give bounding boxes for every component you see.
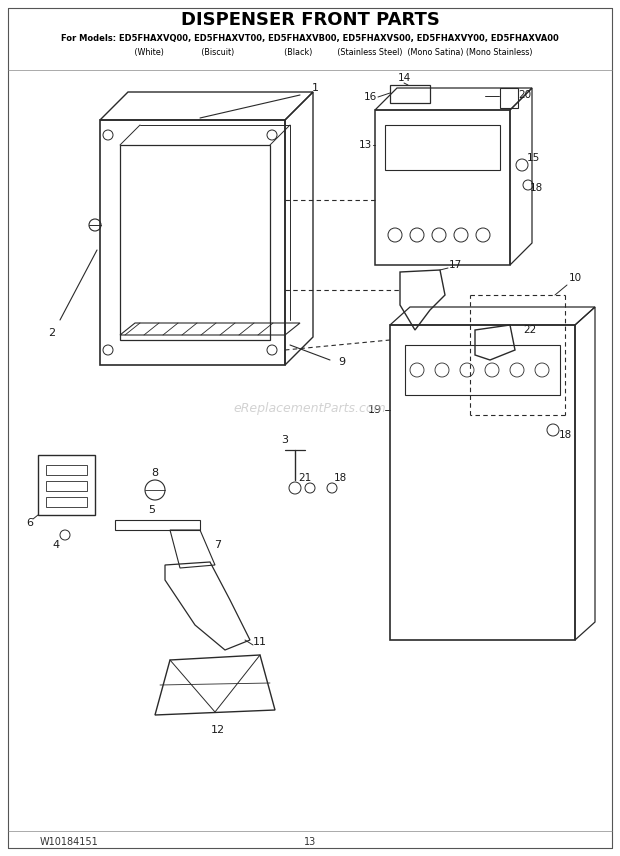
- Text: 10: 10: [569, 273, 582, 283]
- Text: 6: 6: [27, 518, 33, 528]
- Text: 22: 22: [523, 325, 537, 335]
- Text: 15: 15: [526, 153, 539, 163]
- Text: 18: 18: [334, 473, 347, 483]
- Text: 18: 18: [559, 430, 572, 440]
- Text: 4: 4: [53, 540, 60, 550]
- Text: 12: 12: [211, 725, 225, 735]
- Text: 3: 3: [281, 435, 288, 445]
- Text: 9: 9: [339, 357, 345, 367]
- Text: (White)               (Biscuit)                    (Black)          (Stainless S: (White) (Biscuit) (Black) (Stainless S: [87, 47, 533, 56]
- Text: 13: 13: [304, 837, 316, 847]
- Text: 1: 1: [311, 83, 319, 93]
- Text: 20: 20: [518, 90, 531, 100]
- Text: 5: 5: [149, 505, 156, 515]
- Text: 16: 16: [363, 92, 376, 102]
- Text: 17: 17: [448, 260, 462, 270]
- Text: 2: 2: [48, 328, 56, 338]
- Text: 7: 7: [215, 540, 221, 550]
- Text: W10184151: W10184151: [40, 837, 99, 847]
- Text: 8: 8: [151, 468, 159, 478]
- Text: 21: 21: [298, 473, 312, 483]
- Text: 19: 19: [368, 405, 382, 415]
- Text: DISPENSER FRONT PARTS: DISPENSER FRONT PARTS: [180, 11, 440, 29]
- Text: 18: 18: [529, 183, 542, 193]
- Text: eReplacementParts.com: eReplacementParts.com: [234, 401, 386, 414]
- Text: For Models: ED5FHAXVQ00, ED5FHAXVT00, ED5FHAXVB00, ED5FHAXVS00, ED5FHAXVY00, ED5: For Models: ED5FHAXVQ00, ED5FHAXVT00, ED…: [61, 33, 559, 43]
- Text: 11: 11: [253, 637, 267, 647]
- Bar: [0, 0, 620, 75]
- Text: 13: 13: [358, 140, 371, 150]
- Text: 14: 14: [397, 73, 410, 83]
